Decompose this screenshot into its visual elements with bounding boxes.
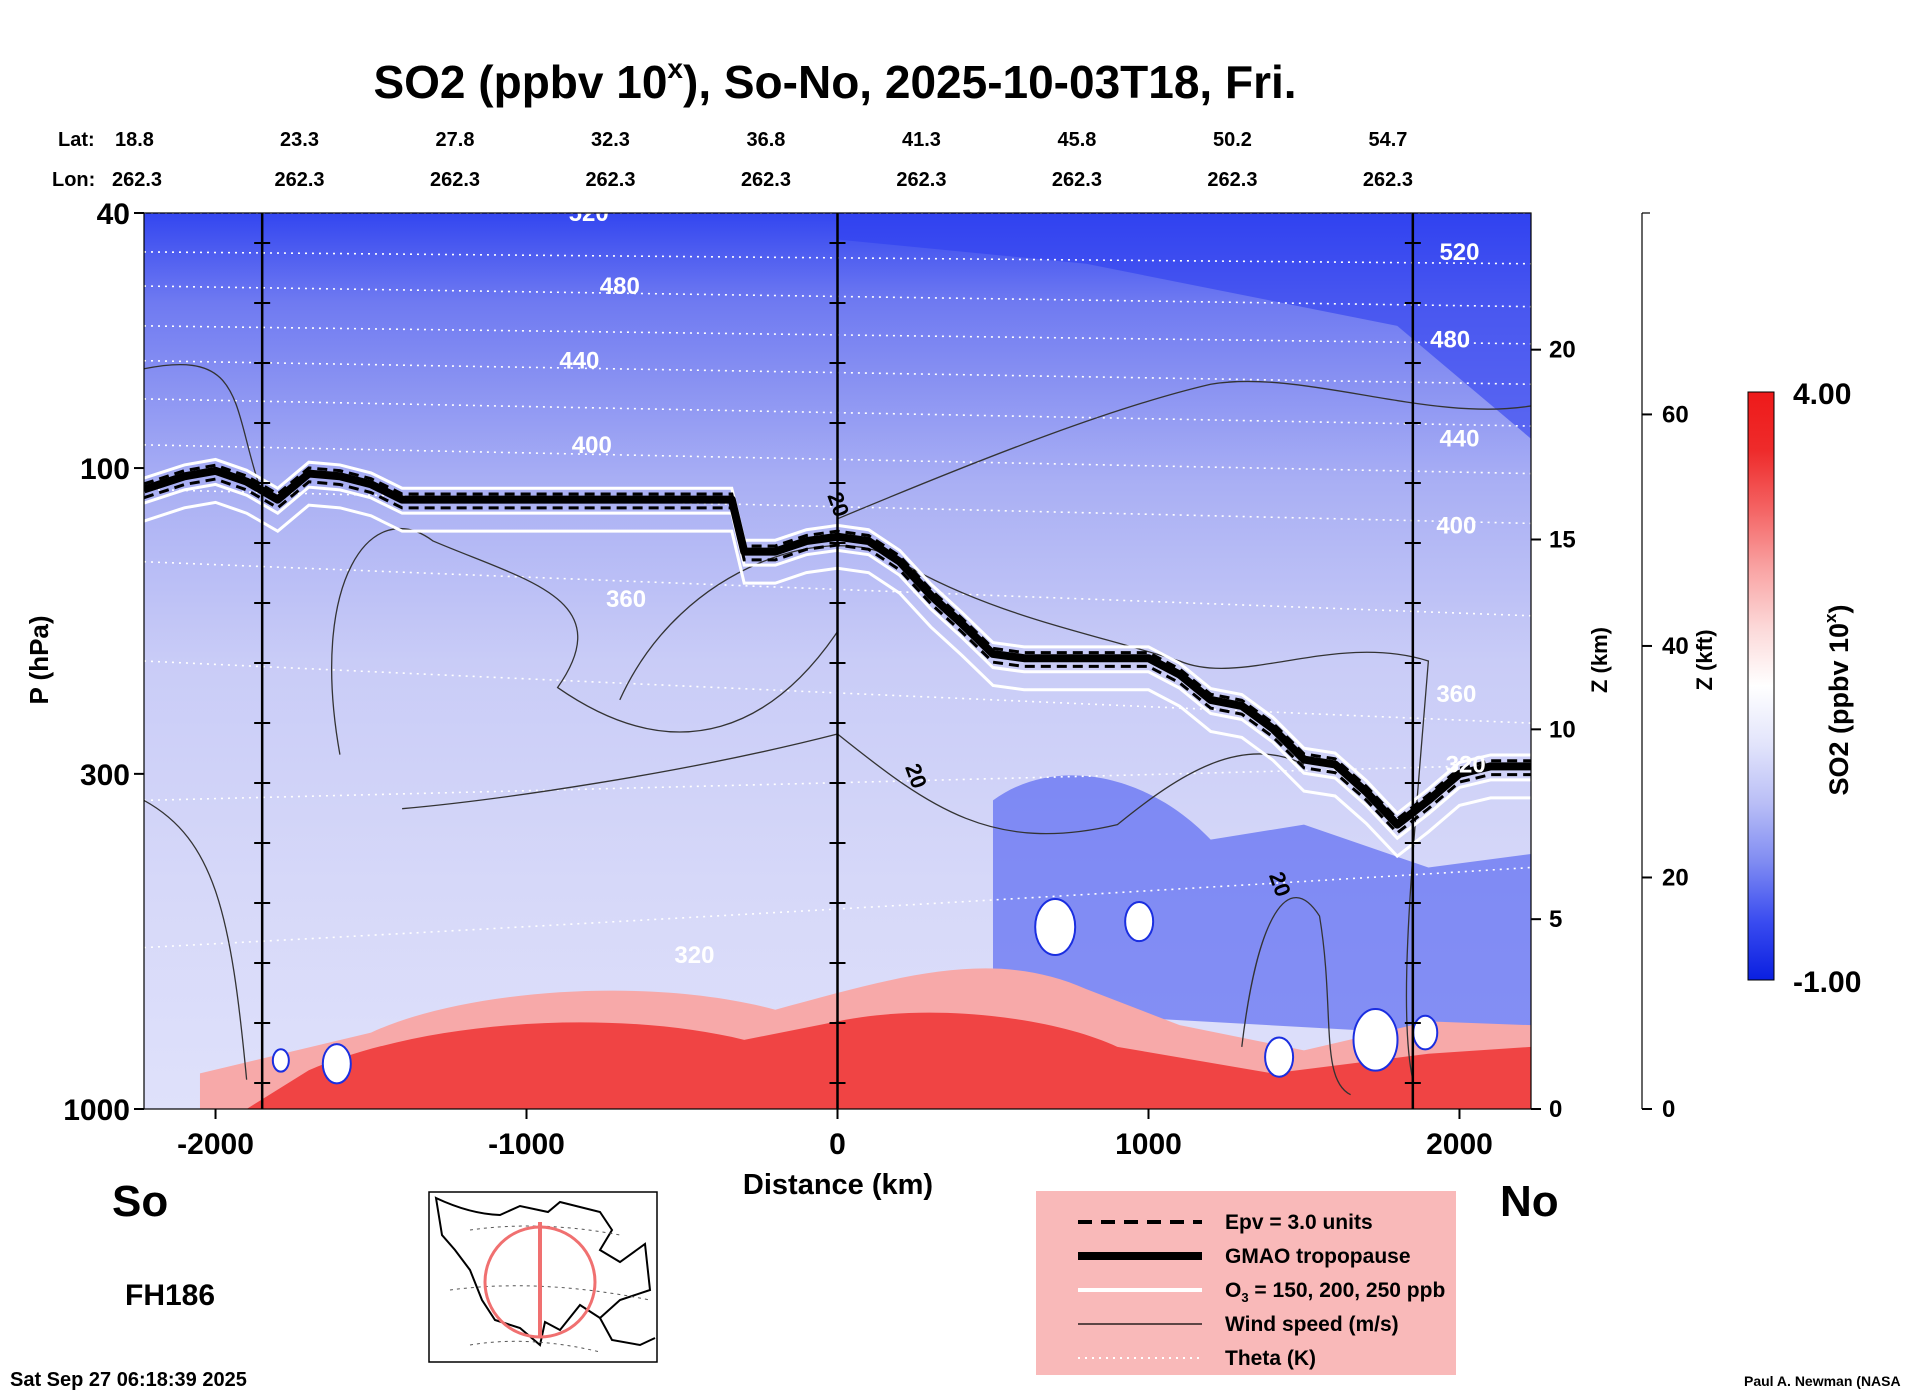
legend-label: GMAO tropopause xyxy=(1225,1245,1411,1268)
lat-value: 45.8 xyxy=(1057,129,1096,151)
north-end-label: No xyxy=(1500,1177,1559,1226)
forecast-hour: FH186 xyxy=(125,1279,215,1312)
z-km-tick-label: 10 xyxy=(1549,716,1576,743)
wind-speed-contour xyxy=(144,364,263,495)
z-km-tick-label: 20 xyxy=(1549,337,1576,364)
theta-label: 520 xyxy=(1439,239,1479,266)
so2-blob xyxy=(1412,1014,1439,1051)
legend-label: O3 = 150, 200, 250 ppb xyxy=(1225,1279,1445,1305)
x-tick-label: 1000 xyxy=(1115,1128,1182,1161)
theta-label: 360 xyxy=(1436,681,1476,708)
wind-speed-contour xyxy=(402,733,1305,835)
lat-value: 18.8 xyxy=(115,129,154,151)
z-kft-axis-label: Z (kft) xyxy=(1692,629,1717,690)
x-tick-label: 0 xyxy=(829,1128,846,1161)
wind-speed-contour xyxy=(1241,896,1351,1096)
theta-label: 400 xyxy=(572,432,612,459)
lat-value: 23.3 xyxy=(280,129,319,151)
so2-high-region xyxy=(246,1012,1531,1109)
so2-blob xyxy=(1034,897,1077,956)
wind-speed-contour xyxy=(144,799,248,1080)
lon-value: 262.3 xyxy=(1363,169,1413,191)
y-tick-label: 100 xyxy=(80,453,130,486)
lat-lon-row: 18.8 262.3 23.3 262.3 27.8 262.3 32.3 262.3 36.8… xyxy=(112,129,1413,191)
so2-blob xyxy=(1124,900,1155,943)
ozone-contour xyxy=(144,500,1531,859)
so2-blob xyxy=(271,1048,290,1073)
axes: -2000 -1000 0 1000 2000100030010040051015200… xyxy=(63,198,1688,1161)
legend-label: Epv = 3.0 units xyxy=(1225,1211,1373,1234)
so2-blob xyxy=(1352,1008,1399,1072)
x-axis-label: Distance (km) xyxy=(743,1169,933,1201)
credit: Paul A. Newman (NASA xyxy=(1744,1373,1901,1389)
z-kft-tick-label: 0 xyxy=(1662,1096,1675,1123)
lat-value: 50.2 xyxy=(1213,129,1252,151)
so2-blob xyxy=(321,1043,352,1085)
theta-label: 360 xyxy=(606,586,646,613)
lon-label: Lon: xyxy=(52,169,95,191)
z-kft-tick-label: 60 xyxy=(1662,401,1689,428)
plot-area: 5204804404003603205204804404003603202020… xyxy=(143,200,1532,1110)
lat-value: 27.8 xyxy=(436,129,475,151)
lat-value: 36.8 xyxy=(747,129,786,151)
theta-label: 520 xyxy=(569,200,609,227)
so2-blob xyxy=(1264,1036,1295,1078)
colorbar-title: SO2 (ppbv 10x) xyxy=(1821,604,1854,795)
ozone-contour xyxy=(144,457,1531,816)
epv-contour xyxy=(144,477,1531,835)
z-km-tick-label: 0 xyxy=(1549,1096,1562,1123)
z-km-tick-label: 5 xyxy=(1549,906,1562,933)
z-km-axis-label: Z (km) xyxy=(1587,627,1612,693)
ozone-contour xyxy=(144,482,1531,841)
so2-low-region xyxy=(837,213,1531,439)
lon-value: 262.3 xyxy=(741,169,791,191)
z-kft-tick-label: 40 xyxy=(1662,633,1689,660)
theta-label: 480 xyxy=(600,273,640,300)
south-end-label: So xyxy=(112,1177,168,1226)
chart-title: SO2 (ppbv 10x), So-No, 2025-10-03T18, Fr… xyxy=(373,53,1296,108)
colorbar-gradient xyxy=(1747,391,1775,981)
legend-label: Wind speed (m/s) xyxy=(1225,1313,1399,1336)
theta-label: 320 xyxy=(674,942,714,969)
theta-label: 440 xyxy=(559,348,599,375)
lat-value: 32.3 xyxy=(591,129,630,151)
location-inset-map xyxy=(428,1191,658,1363)
tropopause-line xyxy=(144,466,1531,829)
lon-value: 262.3 xyxy=(896,169,946,191)
lon-value: 262.3 xyxy=(274,169,324,191)
theta-label: 400 xyxy=(1436,513,1476,540)
theta-label: 320 xyxy=(1446,751,1486,778)
wind-speed-contour xyxy=(331,528,839,755)
lat-value: 41.3 xyxy=(902,129,941,151)
lon-value: 262.3 xyxy=(585,169,635,191)
theta-label: 440 xyxy=(1439,426,1479,453)
z-kft-tick-label: 20 xyxy=(1662,864,1689,891)
wind-speed-contour xyxy=(837,380,1531,520)
y-tick-label: 40 xyxy=(97,198,130,231)
x-tick-label: -1000 xyxy=(488,1128,565,1161)
lon-value: 262.3 xyxy=(1207,169,1257,191)
lon-value: 262.3 xyxy=(112,169,162,191)
colorbar-max-label: 4.00 xyxy=(1793,378,1851,411)
lon-value: 262.3 xyxy=(1052,169,1102,191)
theta-label: 480 xyxy=(1430,326,1470,353)
y-tick-label: 1000 xyxy=(63,1094,130,1127)
timestamp: Sat Sep 27 06:18:39 2025 xyxy=(10,1369,247,1391)
x-tick-label: -2000 xyxy=(177,1128,254,1161)
y-tick-label: 300 xyxy=(80,759,130,792)
lat-value: 54.7 xyxy=(1368,129,1407,151)
legend: Epv = 3.0 units GMAO tropopause O3 = 150, … xyxy=(1036,1191,1456,1375)
legend-label: Theta (K) xyxy=(1225,1347,1316,1370)
lat-label: Lat: xyxy=(58,129,95,151)
colorbar xyxy=(1747,391,1775,981)
colorbar-min-label: -1.00 xyxy=(1793,966,1861,999)
x-tick-label: 2000 xyxy=(1426,1128,1493,1161)
so2-low-region xyxy=(992,775,1531,1040)
z-km-tick-label: 15 xyxy=(1549,527,1576,554)
y-axis-label: P (hPa) xyxy=(24,615,54,704)
lon-value: 262.3 xyxy=(430,169,480,191)
